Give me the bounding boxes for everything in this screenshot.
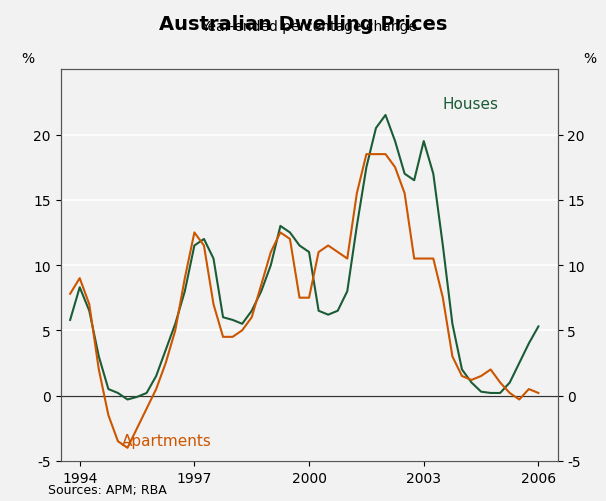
Text: %: % — [583, 52, 596, 66]
Text: Apartments: Apartments — [122, 433, 211, 448]
Text: Australian Dwelling Prices: Australian Dwelling Prices — [159, 15, 447, 34]
Text: %: % — [22, 52, 35, 66]
Text: Sources: APM; RBA: Sources: APM; RBA — [48, 483, 167, 496]
Text: Houses: Houses — [443, 97, 499, 112]
Title: Year-ended percentage change: Year-ended percentage change — [201, 21, 417, 35]
